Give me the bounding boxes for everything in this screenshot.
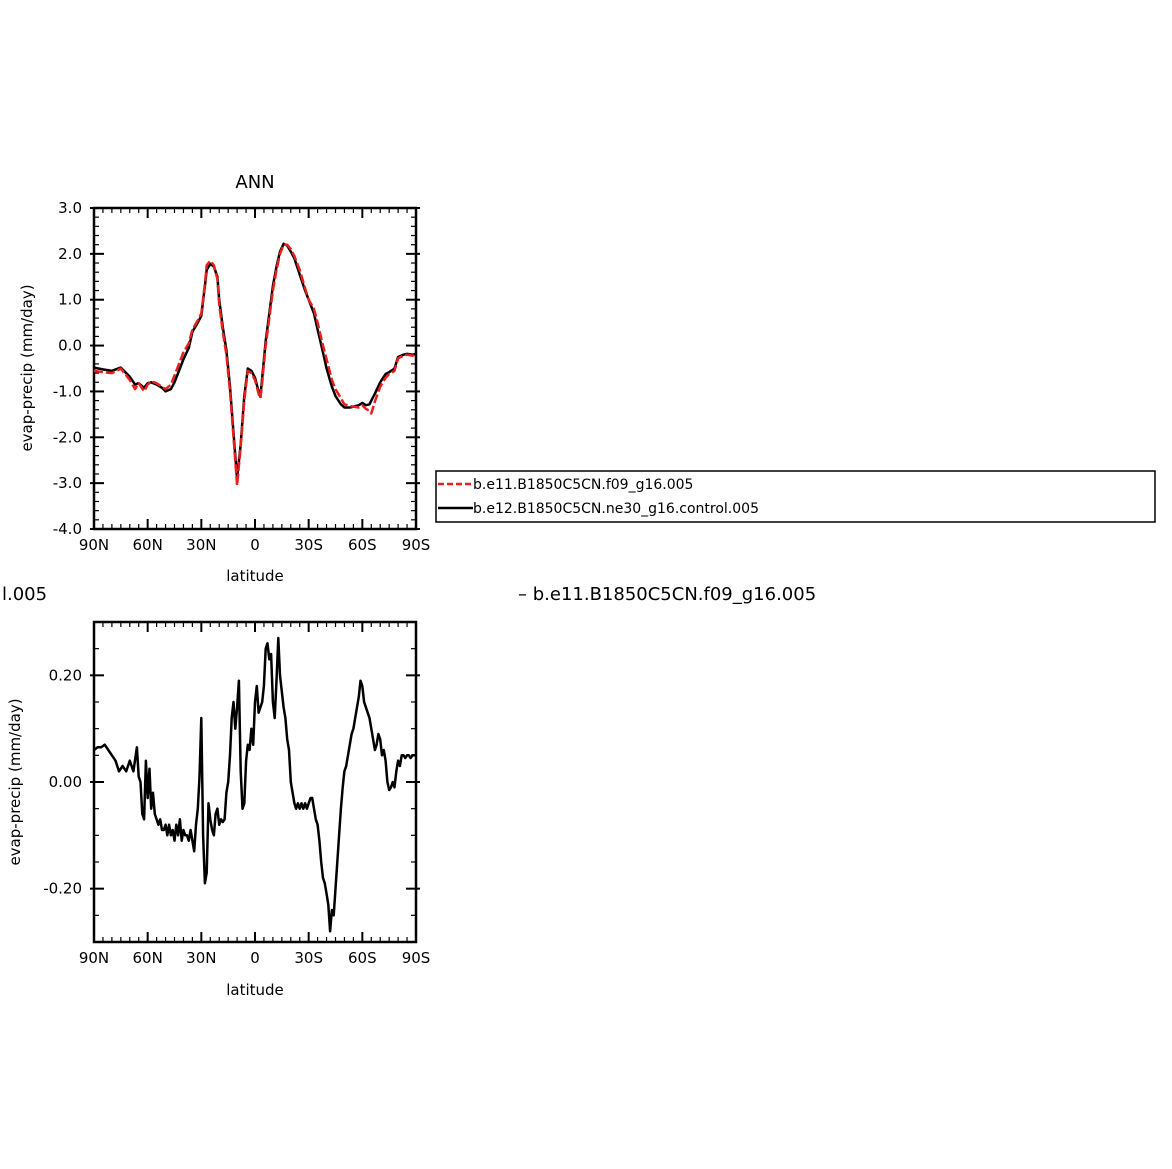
top-chart-x-tick-label: 30N [186, 536, 216, 554]
top-chart-y-tick-label: 0.0 [58, 337, 82, 355]
top-chart-y-tick-label: -1.0 [53, 382, 82, 400]
legend-label-series-1: b.e11.B1850C5CN.f09_g16.005 [473, 477, 693, 493]
top-chart-y-axis-label: evap-precip (mm/day) [18, 284, 36, 451]
bottom-chart-y-axis-label: evap-precip (mm/day) [6, 698, 24, 865]
top-chart-y-tick-label: 2.0 [58, 245, 82, 263]
legend-label-series-2: b.e12.B1850C5CN.ne30_g16.control.005 [473, 501, 759, 517]
top-chart-y-tick-label: -4.0 [53, 520, 82, 538]
bottom-chart-y-tick-label: 0.00 [49, 773, 82, 791]
bottom-chart-y-tick-label: 0.20 [49, 666, 82, 684]
top-chart-x-tick-label: 60S [348, 536, 377, 554]
bottom-chart-x-tick-label: 60S [348, 949, 377, 967]
bottom-chart-series-line-1 [93, 636, 416, 933]
top-chart: ANN 90N 60N 30N 0 30S 60S 90S 3.0 2.0 1.0 0.0 -1.0… [18, 172, 430, 585]
top-chart-x-tick-label: 0 [250, 536, 260, 554]
bottom-chart-x-tick-label: 90N [79, 949, 109, 967]
bottom-chart-y-tick-label: -0.20 [43, 880, 82, 898]
top-chart-x-tick-label: 60N [133, 536, 163, 554]
bottom-chart-x-axis-label: latitude [226, 981, 284, 999]
top-chart-x-tick-label: 30S [294, 536, 323, 554]
top-chart-y-tick-label: 1.0 [58, 291, 82, 309]
bottom-chart: 90N 60N 30N 0 30S 60S 90S 0.20 0.00 -0.20 latitu… [6, 620, 430, 999]
top-chart-y-ticks: 3.0 2.0 1.0 0.0 -1.0 -2.0 -3.0 -4.0 [53, 199, 420, 538]
top-chart-x-axis-label: latitude [226, 567, 284, 585]
bottom-chart-x-tick-label: 30S [294, 949, 323, 967]
top-chart-x-ticks: 90N 60N 30N 0 30S 60S 90S [79, 208, 430, 554]
bottom-chart-series [93, 636, 416, 933]
bottom-chart-x-tick-label: 30N [186, 949, 216, 967]
bottom-chart-header-right: – b.e11.B1850C5CN.f09_g16.005 [518, 584, 816, 605]
top-chart-y-tick-label: -3.0 [53, 474, 82, 492]
legend-box [435, 470, 1156, 523]
bottom-chart-x-tick-label: 60N [133, 949, 163, 967]
top-chart-plot-frame [92, 206, 418, 531]
top-chart-title: ANN [235, 172, 274, 193]
bottom-chart-plot-frame [92, 620, 418, 944]
top-chart-y-tick-label: 3.0 [58, 199, 82, 217]
top-chart-x-tick-label: 90N [79, 536, 109, 554]
top-chart-y-tick-label: -2.0 [53, 428, 82, 446]
bottom-chart-x-ticks: 90N 60N 30N 0 30S 60S 90S [79, 622, 430, 967]
bottom-chart-header-left: l.005 [2, 584, 47, 605]
top-chart-series-line-1 [93, 243, 417, 487]
top-chart-series-line-2 [93, 242, 417, 480]
top-chart-series [93, 242, 417, 487]
legend: b.e11.B1850C5CN.f09_g16.005 b.e12.B1850C… [435, 470, 1156, 523]
bottom-chart-x-tick-label: 90S [402, 949, 431, 967]
top-chart-x-tick-label: 90S [402, 536, 431, 554]
bottom-chart-y-ticks: 0.20 0.00 -0.20 [43, 621, 420, 943]
bottom-chart-x-tick-label: 0 [250, 949, 260, 967]
